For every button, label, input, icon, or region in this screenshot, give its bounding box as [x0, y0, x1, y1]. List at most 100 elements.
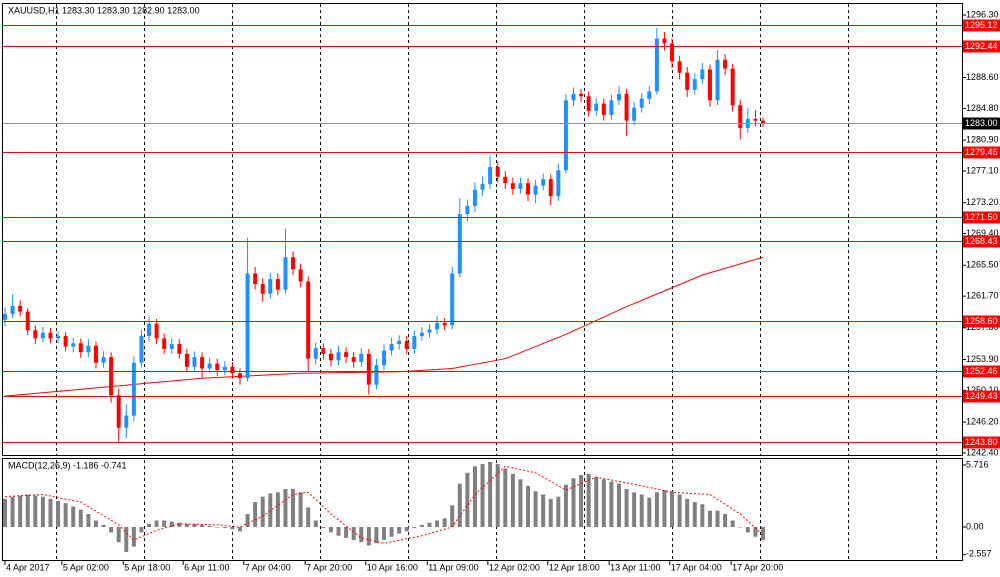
candle-body	[48, 332, 53, 339]
macd-bar	[541, 494, 546, 528]
candle-body	[56, 335, 61, 339]
candle-body	[753, 119, 758, 121]
candle-body	[548, 179, 553, 197]
macd-bar	[730, 520, 735, 528]
candle-body	[382, 350, 386, 366]
candle-body	[116, 395, 121, 428]
macd-bar	[450, 505, 455, 528]
macd-bar	[366, 527, 371, 546]
candle-body	[260, 283, 265, 294]
macd-bar	[480, 464, 485, 528]
x-tick-label: 4 Apr 2017	[6, 562, 50, 572]
candle-body	[480, 184, 485, 190]
level-label-box	[963, 40, 1000, 53]
level-label-box	[963, 146, 1000, 159]
candle-body	[63, 335, 68, 347]
macd-bar	[177, 522, 182, 528]
x-tick-label: 17 Apr 04:00	[671, 562, 722, 572]
candle-body	[442, 322, 447, 326]
candle-body	[518, 183, 523, 189]
candle-body	[215, 363, 220, 371]
macd-bar	[321, 527, 326, 529]
level-label-box	[963, 365, 1000, 378]
y-tick-label: 1280.90	[966, 135, 999, 145]
x-tick-label: 7 Apr 04:00	[245, 562, 291, 572]
macd-bar	[71, 506, 76, 528]
candle-body	[465, 205, 470, 215]
macd-bar	[124, 527, 129, 552]
y-tick-label: 1284.80	[966, 103, 999, 113]
macd-bar	[738, 527, 743, 528]
y-tick-label: 1250.10	[966, 385, 999, 395]
macd-panel-frame	[2, 458, 963, 561]
macd-y-tick-label: 5.716	[966, 459, 989, 469]
candle-body	[177, 344, 182, 354]
candle-body	[109, 357, 114, 396]
macd-title: MACD(12,26,9) -1.186 -0.741	[8, 460, 127, 470]
candle-body	[700, 69, 705, 80]
macd-bar	[670, 491, 675, 528]
candle-body	[715, 59, 720, 101]
macd-bar	[382, 527, 386, 541]
x-tick-label: 10 Apr 16:00	[367, 562, 418, 572]
macd-bar	[389, 527, 394, 537]
macd-bar	[609, 481, 614, 528]
candle-body	[283, 257, 288, 290]
macd-bar	[442, 518, 447, 528]
macd-bar	[10, 496, 15, 528]
macd-bar	[93, 520, 98, 528]
macd-bar	[48, 498, 53, 528]
candle-body	[374, 365, 379, 385]
x-tick-label: 5 Apr 02:00	[63, 562, 109, 572]
candle-body	[268, 279, 273, 294]
macd-bar	[571, 478, 576, 528]
candle-body	[526, 183, 531, 195]
candle-body	[412, 335, 417, 349]
candle-body	[670, 43, 675, 62]
macd-bar	[700, 504, 705, 528]
macd-bar	[3, 498, 7, 528]
macd-bar	[154, 520, 159, 528]
macd-bar	[192, 523, 197, 528]
candle-body	[616, 93, 621, 101]
candle-body	[419, 332, 424, 336]
y-tick-label: 1296.30	[966, 9, 999, 19]
candle-body	[761, 120, 765, 124]
candle-body	[298, 269, 303, 282]
level-label-box	[963, 211, 1000, 224]
candle-body	[404, 340, 409, 349]
macd-bar	[260, 496, 265, 528]
candle-body	[10, 305, 15, 315]
candle-body	[162, 338, 167, 349]
macd-bar	[647, 497, 652, 528]
candle-body	[624, 93, 629, 121]
x-tick-label: 17 Apr 20:00	[732, 562, 783, 572]
candle-body	[677, 61, 682, 73]
macd-bar	[230, 527, 235, 530]
candle-body	[594, 103, 599, 111]
macd-bar	[761, 527, 765, 540]
macd-bar	[533, 491, 538, 528]
macd-bar	[313, 520, 318, 528]
x-tick-label: 11 Apr 09:00	[428, 562, 478, 572]
macd-bar	[78, 509, 83, 528]
candle-body	[344, 352, 349, 358]
candle-body	[495, 166, 500, 177]
candle-body	[328, 353, 333, 361]
macd-bar	[639, 494, 644, 528]
candle-body	[435, 322, 440, 330]
candle-body	[169, 344, 174, 349]
candle-body	[579, 93, 584, 97]
candle-body	[707, 69, 712, 101]
level-label: 1252.46	[965, 366, 998, 376]
candle-body	[654, 38, 659, 92]
macd-bar	[723, 514, 728, 528]
candle-body	[291, 257, 296, 270]
macd-bar	[563, 484, 568, 528]
macd-bar	[253, 502, 258, 528]
candle-body	[192, 357, 197, 367]
macd-bar	[518, 479, 523, 528]
candle-body	[397, 340, 402, 345]
macd-bar	[624, 489, 629, 528]
